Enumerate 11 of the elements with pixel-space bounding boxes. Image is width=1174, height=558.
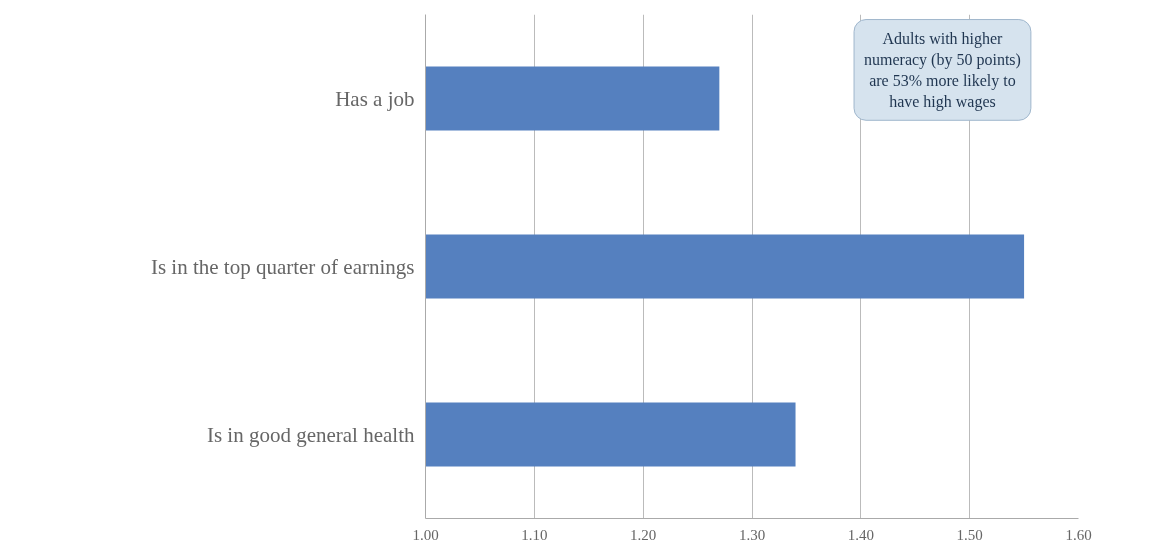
x-tick-label: 1.40 xyxy=(847,526,874,543)
x-tick-label: 1.00 xyxy=(412,526,439,543)
x-tick-label: 1.30 xyxy=(738,526,766,543)
x-tick-label: 1.10 xyxy=(521,526,548,543)
y-tick-label: Has a job xyxy=(335,86,415,111)
x-tick-label: 1.50 xyxy=(956,526,983,543)
x-tick-label: 1.60 xyxy=(1065,526,1092,543)
x-tick-label: 1.20 xyxy=(630,526,657,543)
y-tick-label: Is in the top quarter of earnings xyxy=(150,254,415,279)
annotation: Adults with higher numeracy (by 50 points) are 53% more likely to have high wages xyxy=(864,29,1021,112)
y-tick-label: Is in good general health xyxy=(206,422,415,447)
